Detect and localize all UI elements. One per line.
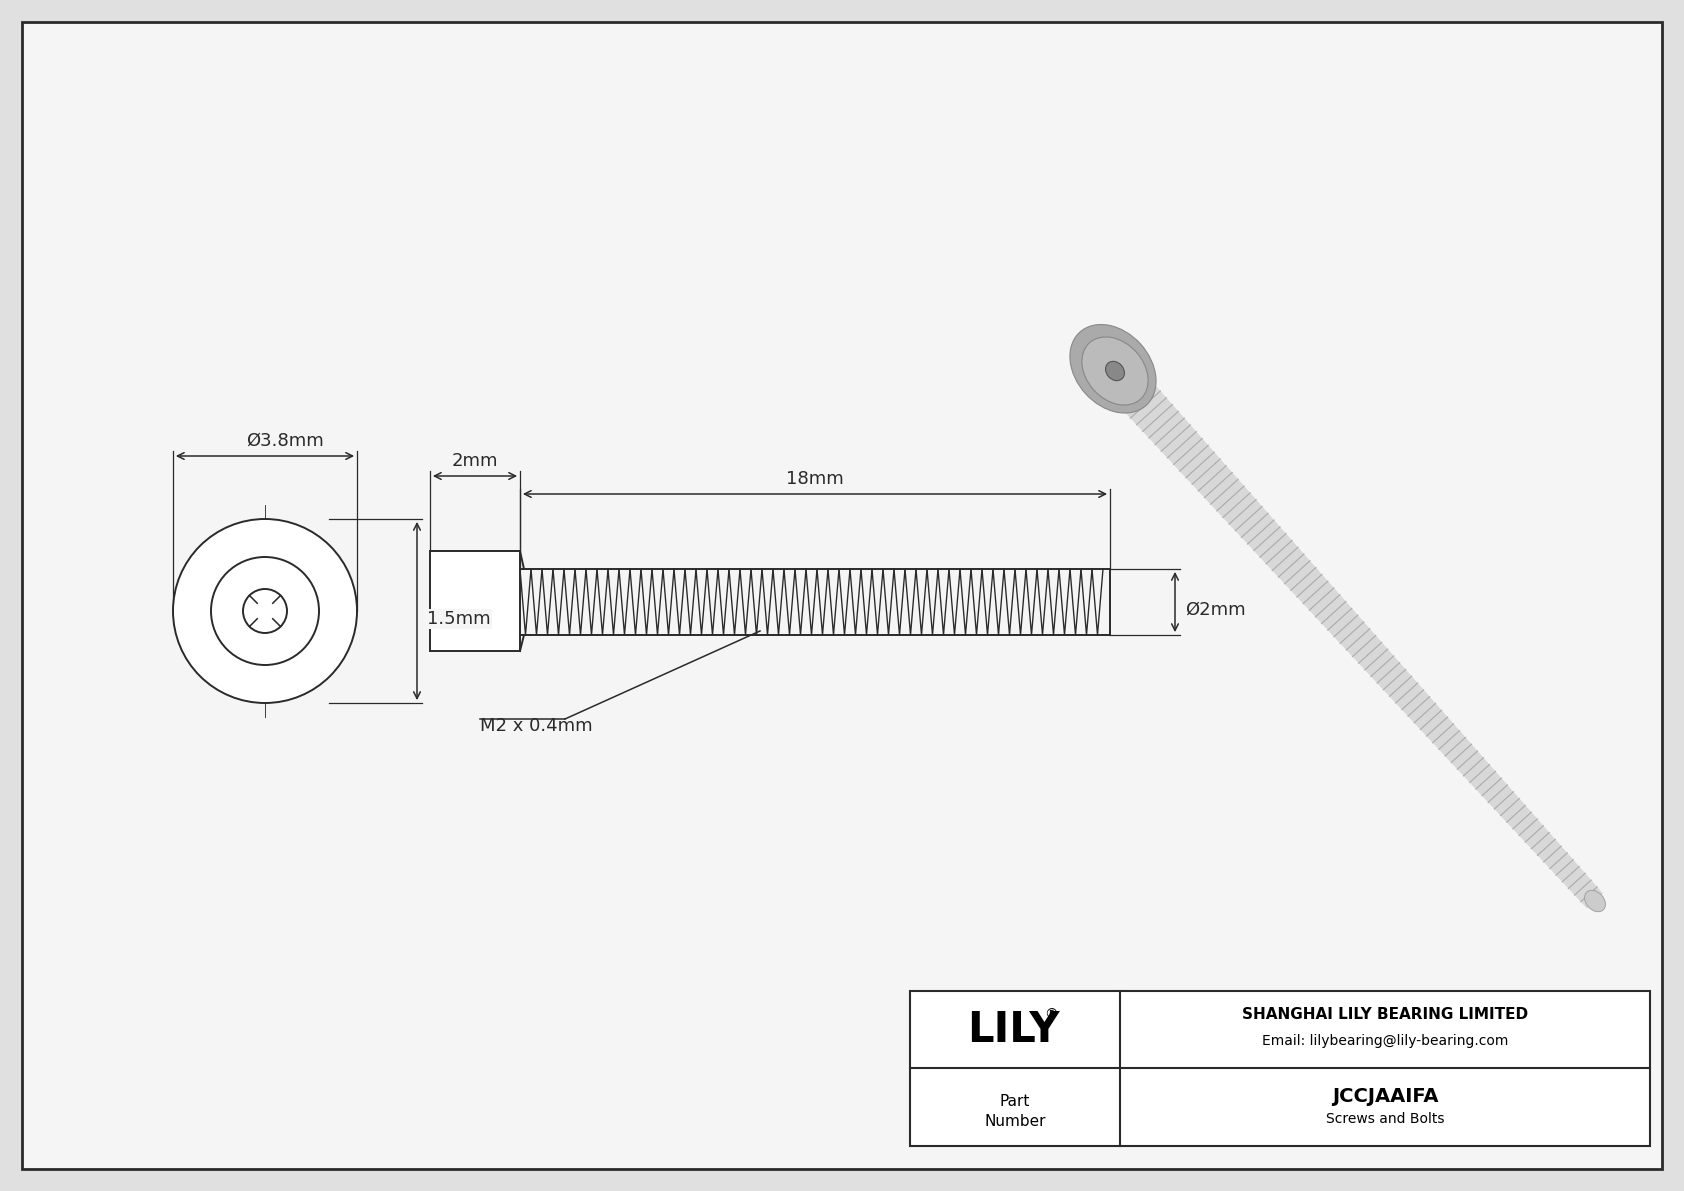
Circle shape bbox=[242, 590, 286, 632]
Text: 1.5mm: 1.5mm bbox=[428, 610, 490, 628]
Text: Email: lilybearing@lily-bearing.com: Email: lilybearing@lily-bearing.com bbox=[1261, 1035, 1509, 1048]
Text: ®: ® bbox=[1044, 1008, 1058, 1022]
Ellipse shape bbox=[1069, 324, 1155, 413]
Text: Ø3.8mm: Ø3.8mm bbox=[246, 432, 323, 450]
Text: Ø2mm: Ø2mm bbox=[1186, 601, 1246, 619]
Text: Screws and Bolts: Screws and Bolts bbox=[1325, 1112, 1445, 1125]
Polygon shape bbox=[1100, 357, 1603, 909]
Ellipse shape bbox=[1106, 361, 1125, 381]
Text: SHANGHAI LILY BEARING LIMITED: SHANGHAI LILY BEARING LIMITED bbox=[1241, 1008, 1527, 1022]
Circle shape bbox=[173, 519, 357, 703]
Text: LILY: LILY bbox=[967, 1009, 1059, 1050]
Bar bbox=[909, 991, 1650, 1146]
Text: 2mm: 2mm bbox=[451, 453, 498, 470]
Circle shape bbox=[210, 557, 318, 665]
Text: M2 x 0.4mm: M2 x 0.4mm bbox=[480, 717, 593, 735]
Ellipse shape bbox=[1081, 337, 1148, 405]
Text: Number: Number bbox=[983, 1114, 1046, 1129]
Text: Part: Part bbox=[1000, 1095, 1031, 1110]
Text: 18mm: 18mm bbox=[786, 470, 844, 488]
Text: JCCJAAIFA: JCCJAAIFA bbox=[1332, 1087, 1438, 1106]
Ellipse shape bbox=[1585, 890, 1605, 912]
Bar bbox=[429, 551, 520, 651]
